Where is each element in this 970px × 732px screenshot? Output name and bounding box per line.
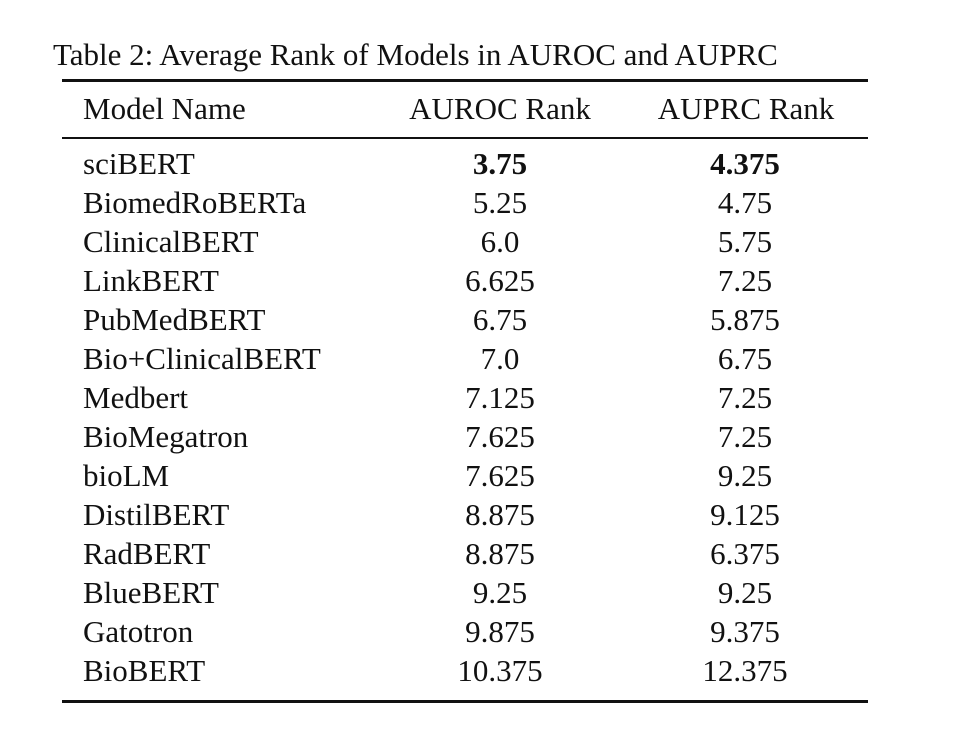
auroc-rank-cell: 8.875 (465, 497, 535, 532)
auprc-rank-cell: 7.25 (717, 380, 773, 415)
table-row: sciBERT 3.75 4.375 (0, 144, 970, 183)
model-name-cell: BioMegatron (83, 419, 249, 454)
table-row: BioBERT 10.375 12.375 (0, 651, 970, 690)
table-row: BiomedRoBERTa 5.25 4.75 (0, 183, 970, 222)
model-name-cell: DistilBERT (83, 497, 230, 532)
model-name-cell: BiomedRoBERTa (83, 185, 307, 220)
auprc-rank-cell: 7.25 (717, 419, 773, 454)
auroc-rank-cell: 6.625 (465, 263, 535, 298)
header-auprc-rank: AUPRC Rank (657, 91, 835, 126)
auprc-rank-cell: 5.875 (710, 302, 780, 337)
auroc-rank-cell: 8.875 (465, 536, 535, 571)
auprc-rank-cell: 9.375 (710, 614, 780, 649)
model-name-cell: LinkBERT (83, 263, 219, 298)
auroc-rank-cell: 7.125 (465, 380, 535, 415)
model-name-cell: bioLM (83, 458, 170, 493)
auprc-rank-cell: 6.375 (710, 536, 780, 571)
table-caption: Table 2: Average Rank of Models in AUROC… (53, 37, 778, 72)
model-name-cell: Bio+ClinicalBERT (83, 341, 321, 376)
table-row: RadBERT 8.875 6.375 (0, 534, 970, 573)
model-name-cell: Medbert (83, 380, 189, 415)
auprc-rank-cell: 12.375 (702, 653, 788, 688)
model-name-cell: BioBERT (83, 653, 206, 688)
auroc-rank-cell: 6.0 (480, 224, 520, 259)
table-row: ClinicalBERT 6.0 5.75 (0, 222, 970, 261)
table-row: Medbert 7.125 7.25 (0, 378, 970, 417)
header-auroc-rank: AUROC Rank (409, 91, 591, 126)
auroc-rank-cell: 9.875 (465, 614, 535, 649)
auprc-rank-cell: 9.25 (717, 458, 773, 493)
table-header-rule (62, 137, 868, 139)
auroc-rank-cell: 9.25 (472, 575, 528, 610)
table-body: sciBERT 3.75 4.375 BiomedRoBERTa 5.25 4.75 Cli… (0, 144, 970, 690)
model-name-cell: Gatotron (83, 614, 194, 649)
table-header: Model Name AUROC Rank AUPRC Rank (0, 86, 970, 132)
auroc-rank-cell: 6.75 (472, 302, 528, 337)
auroc-rank-cell: 7.625 (465, 458, 535, 493)
auroc-rank-cell: 10.375 (457, 653, 543, 688)
auprc-rank-cell: 4.375 (710, 146, 780, 181)
table-row: bioLM 7.625 9.25 (0, 456, 970, 495)
model-name-cell: RadBERT (83, 536, 211, 571)
model-name-cell: sciBERT (83, 146, 195, 181)
model-name-cell: PubMedBERT (83, 302, 266, 337)
table-top-rule (62, 79, 868, 82)
auprc-rank-cell: 5.75 (717, 224, 773, 259)
auroc-rank-cell: 5.25 (472, 185, 528, 220)
table-row: DistilBERT 8.875 9.125 (0, 495, 970, 534)
table-row: Gatotron 9.875 9.375 (0, 612, 970, 651)
auroc-rank-cell: 3.75 (472, 146, 528, 181)
header-model-name: Model Name (83, 91, 246, 126)
table-row: Bio+ClinicalBERT 7.0 6.75 (0, 339, 970, 378)
model-name-cell: ClinicalBERT (83, 224, 259, 259)
table-row: LinkBERT 6.625 7.25 (0, 261, 970, 300)
table-row: PubMedBERT 6.75 5.875 (0, 300, 970, 339)
table-bottom-rule (62, 700, 868, 703)
auprc-rank-cell: 9.25 (717, 575, 773, 610)
auprc-rank-cell: 4.75 (717, 185, 773, 220)
table-row: BioMegatron 7.625 7.25 (0, 417, 970, 456)
table-row: BlueBERT 9.25 9.25 (0, 573, 970, 612)
auprc-rank-cell: 7.25 (717, 263, 773, 298)
auroc-rank-cell: 7.0 (480, 341, 520, 376)
auroc-rank-cell: 7.625 (465, 419, 535, 454)
model-name-cell: BlueBERT (83, 575, 219, 610)
auprc-rank-cell: 9.125 (710, 497, 780, 532)
auprc-rank-cell: 6.75 (717, 341, 773, 376)
